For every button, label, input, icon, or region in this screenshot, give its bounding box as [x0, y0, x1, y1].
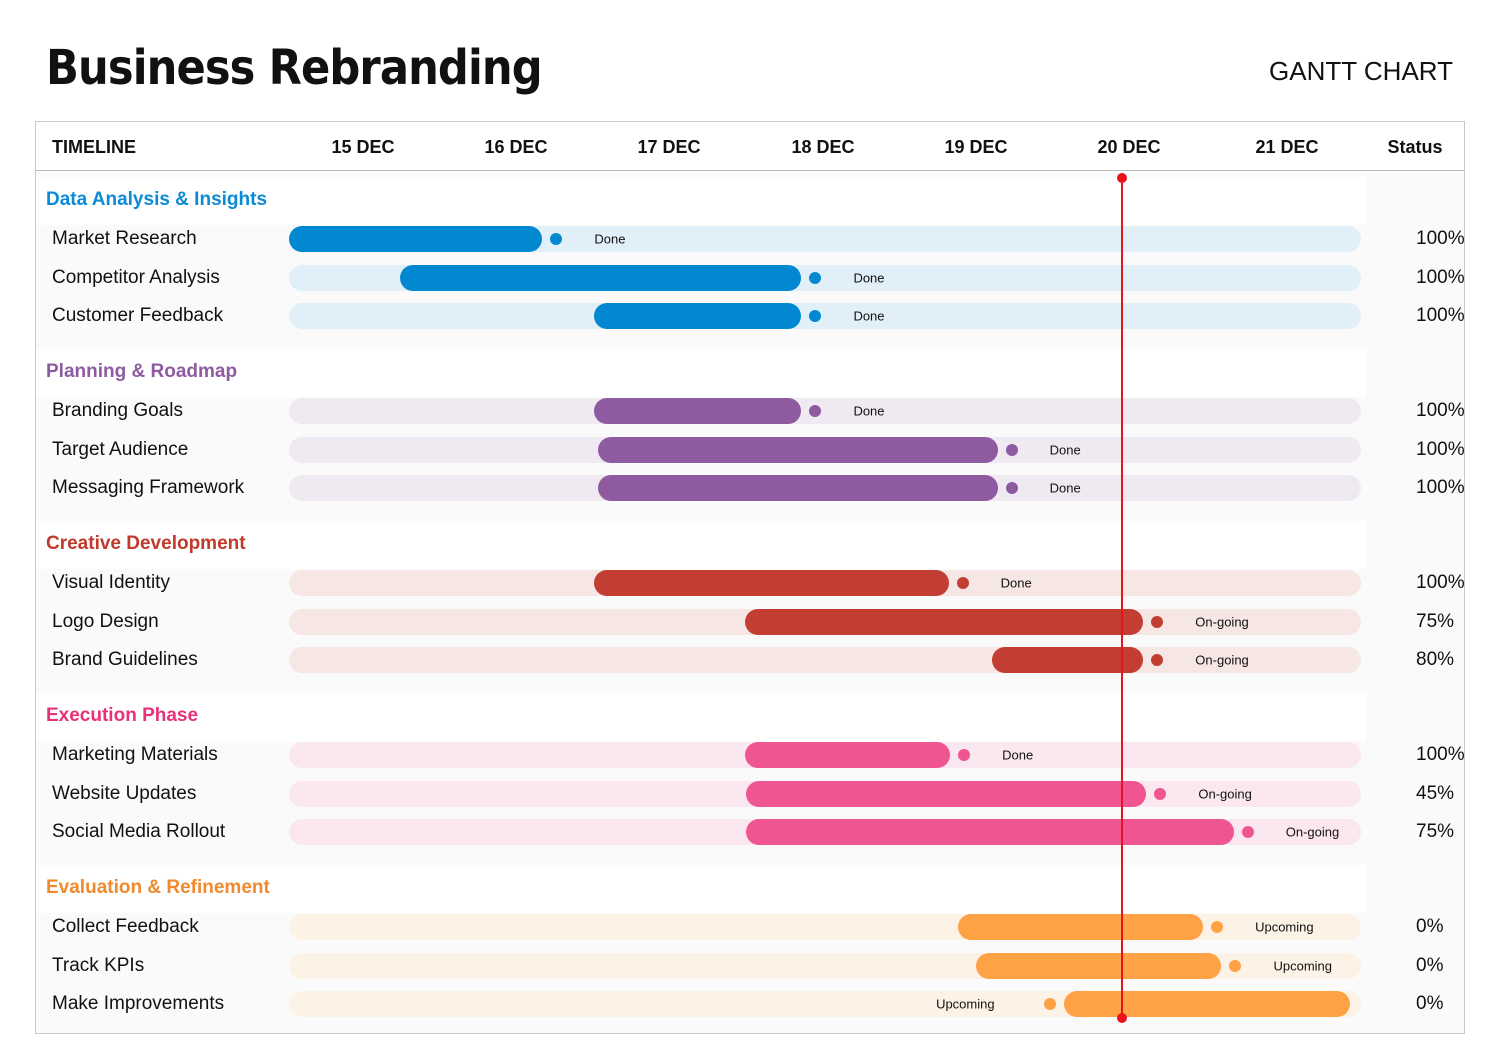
status-dot	[1241, 826, 1254, 838]
group-band	[36, 521, 1366, 569]
group-title: Evaluation & Refinement	[46, 877, 270, 898]
header-date: 19 DEC	[944, 137, 1008, 157]
task-bar	[744, 608, 1144, 635]
task-track	[289, 303, 1361, 329]
task-name: Make Improvements	[52, 993, 225, 1014]
task-bar	[1063, 991, 1351, 1017]
task-bar	[594, 303, 802, 329]
status-dot	[1229, 959, 1242, 972]
status-dot	[809, 271, 822, 284]
header-date: 17 DEC	[637, 137, 701, 157]
group-title: Execution Phase	[46, 705, 199, 726]
group-title: Planning & Roadmap	[46, 361, 238, 382]
status-label: Done	[1049, 480, 1081, 496]
status-label: Done	[594, 231, 626, 247]
status-dot	[1005, 443, 1018, 456]
task-name: Competitor Analysis	[52, 266, 220, 288]
status-label: Done	[853, 403, 885, 419]
group-title: Data Analysis & Insights	[46, 189, 268, 210]
status-dot	[1151, 615, 1164, 628]
status-label: Done	[1000, 575, 1032, 591]
task-track	[289, 647, 1361, 673]
task-bar	[289, 226, 543, 252]
status-label: Done	[853, 308, 885, 324]
task-bar	[594, 570, 949, 596]
task-bar	[594, 398, 802, 424]
task-name: Collect Feedback	[52, 916, 199, 937]
header-date: 16 DEC	[484, 137, 548, 157]
task-name: Target Audience	[52, 438, 189, 460]
status-dot	[550, 233, 563, 245]
task-name: Marketing Materials	[52, 744, 218, 765]
gantt-chart: TIMELINE Status 15 DEC 16 DEC 17 DEC 18 DEC…	[35, 121, 1465, 1034]
task-bar	[976, 952, 1222, 979]
task-bar	[597, 475, 998, 501]
task-bar	[991, 647, 1144, 673]
task-name: Visual Identity	[52, 572, 170, 593]
task-bar	[399, 264, 802, 291]
header-row: TIMELINE Status 15 DEC 16 DEC 17 DEC 18 DEC…	[36, 122, 1464, 171]
task-name: Social Media Rollout	[52, 821, 226, 842]
status-dot	[809, 405, 822, 417]
status-label: On-going	[1195, 652, 1249, 668]
status-dot	[956, 577, 969, 589]
status-label: Done	[1049, 442, 1081, 457]
group-band	[36, 349, 1366, 397]
task-name: Track KPIs	[52, 954, 145, 976]
task-name: Branding Goals	[52, 400, 183, 421]
status-label: Done	[1002, 747, 1034, 763]
task-name: Messaging Framework	[52, 477, 245, 498]
group-title: Creative Development	[46, 533, 246, 554]
header-date: 18 DEC	[791, 137, 855, 157]
task-name: Customer Feedback	[52, 305, 224, 326]
header-date: 15 DEC	[331, 137, 395, 157]
task-name: Brand Guidelines	[52, 649, 198, 670]
status-label: On-going	[1195, 614, 1249, 629]
group-band	[36, 693, 1366, 741]
page-title: Business Rebranding	[46, 40, 543, 96]
today-marker-bottom	[1116, 1013, 1127, 1023]
task-track	[289, 398, 1361, 424]
status-dot	[1005, 482, 1018, 494]
group-band	[36, 177, 1366, 225]
status-label: Upcoming	[1273, 958, 1332, 973]
status-dot	[1211, 921, 1224, 933]
status-dot	[1151, 654, 1164, 666]
status-dot	[809, 310, 822, 322]
task-name: Market Research	[52, 228, 197, 249]
status-label: On-going	[1285, 824, 1340, 840]
task-bar	[744, 742, 951, 768]
group-band	[36, 865, 1366, 913]
task-bar	[597, 436, 998, 463]
today-marker-top	[1116, 173, 1127, 183]
status-dot	[958, 749, 971, 761]
status-label: Upcoming	[936, 996, 995, 1012]
page-subtitle: GANTT CHART	[1269, 56, 1453, 86]
header-timeline: TIMELINE	[52, 137, 136, 157]
task-bar	[957, 914, 1204, 940]
status-label: On-going	[1198, 786, 1252, 801]
status-dot	[1043, 998, 1056, 1010]
status-label: Upcoming	[1255, 919, 1314, 935]
header-date: 21 DEC	[1255, 137, 1319, 157]
header-status: Status	[1387, 137, 1443, 157]
task-name: Website Updates	[52, 782, 197, 804]
header-date: 20 DEC	[1097, 137, 1161, 157]
status-label: Done	[853, 270, 885, 285]
task-name: Logo Design	[52, 610, 159, 632]
task-bar	[746, 819, 1234, 845]
status-dot	[1154, 787, 1167, 800]
task-bar	[746, 780, 1147, 807]
today-line	[1120, 178, 1123, 1018]
